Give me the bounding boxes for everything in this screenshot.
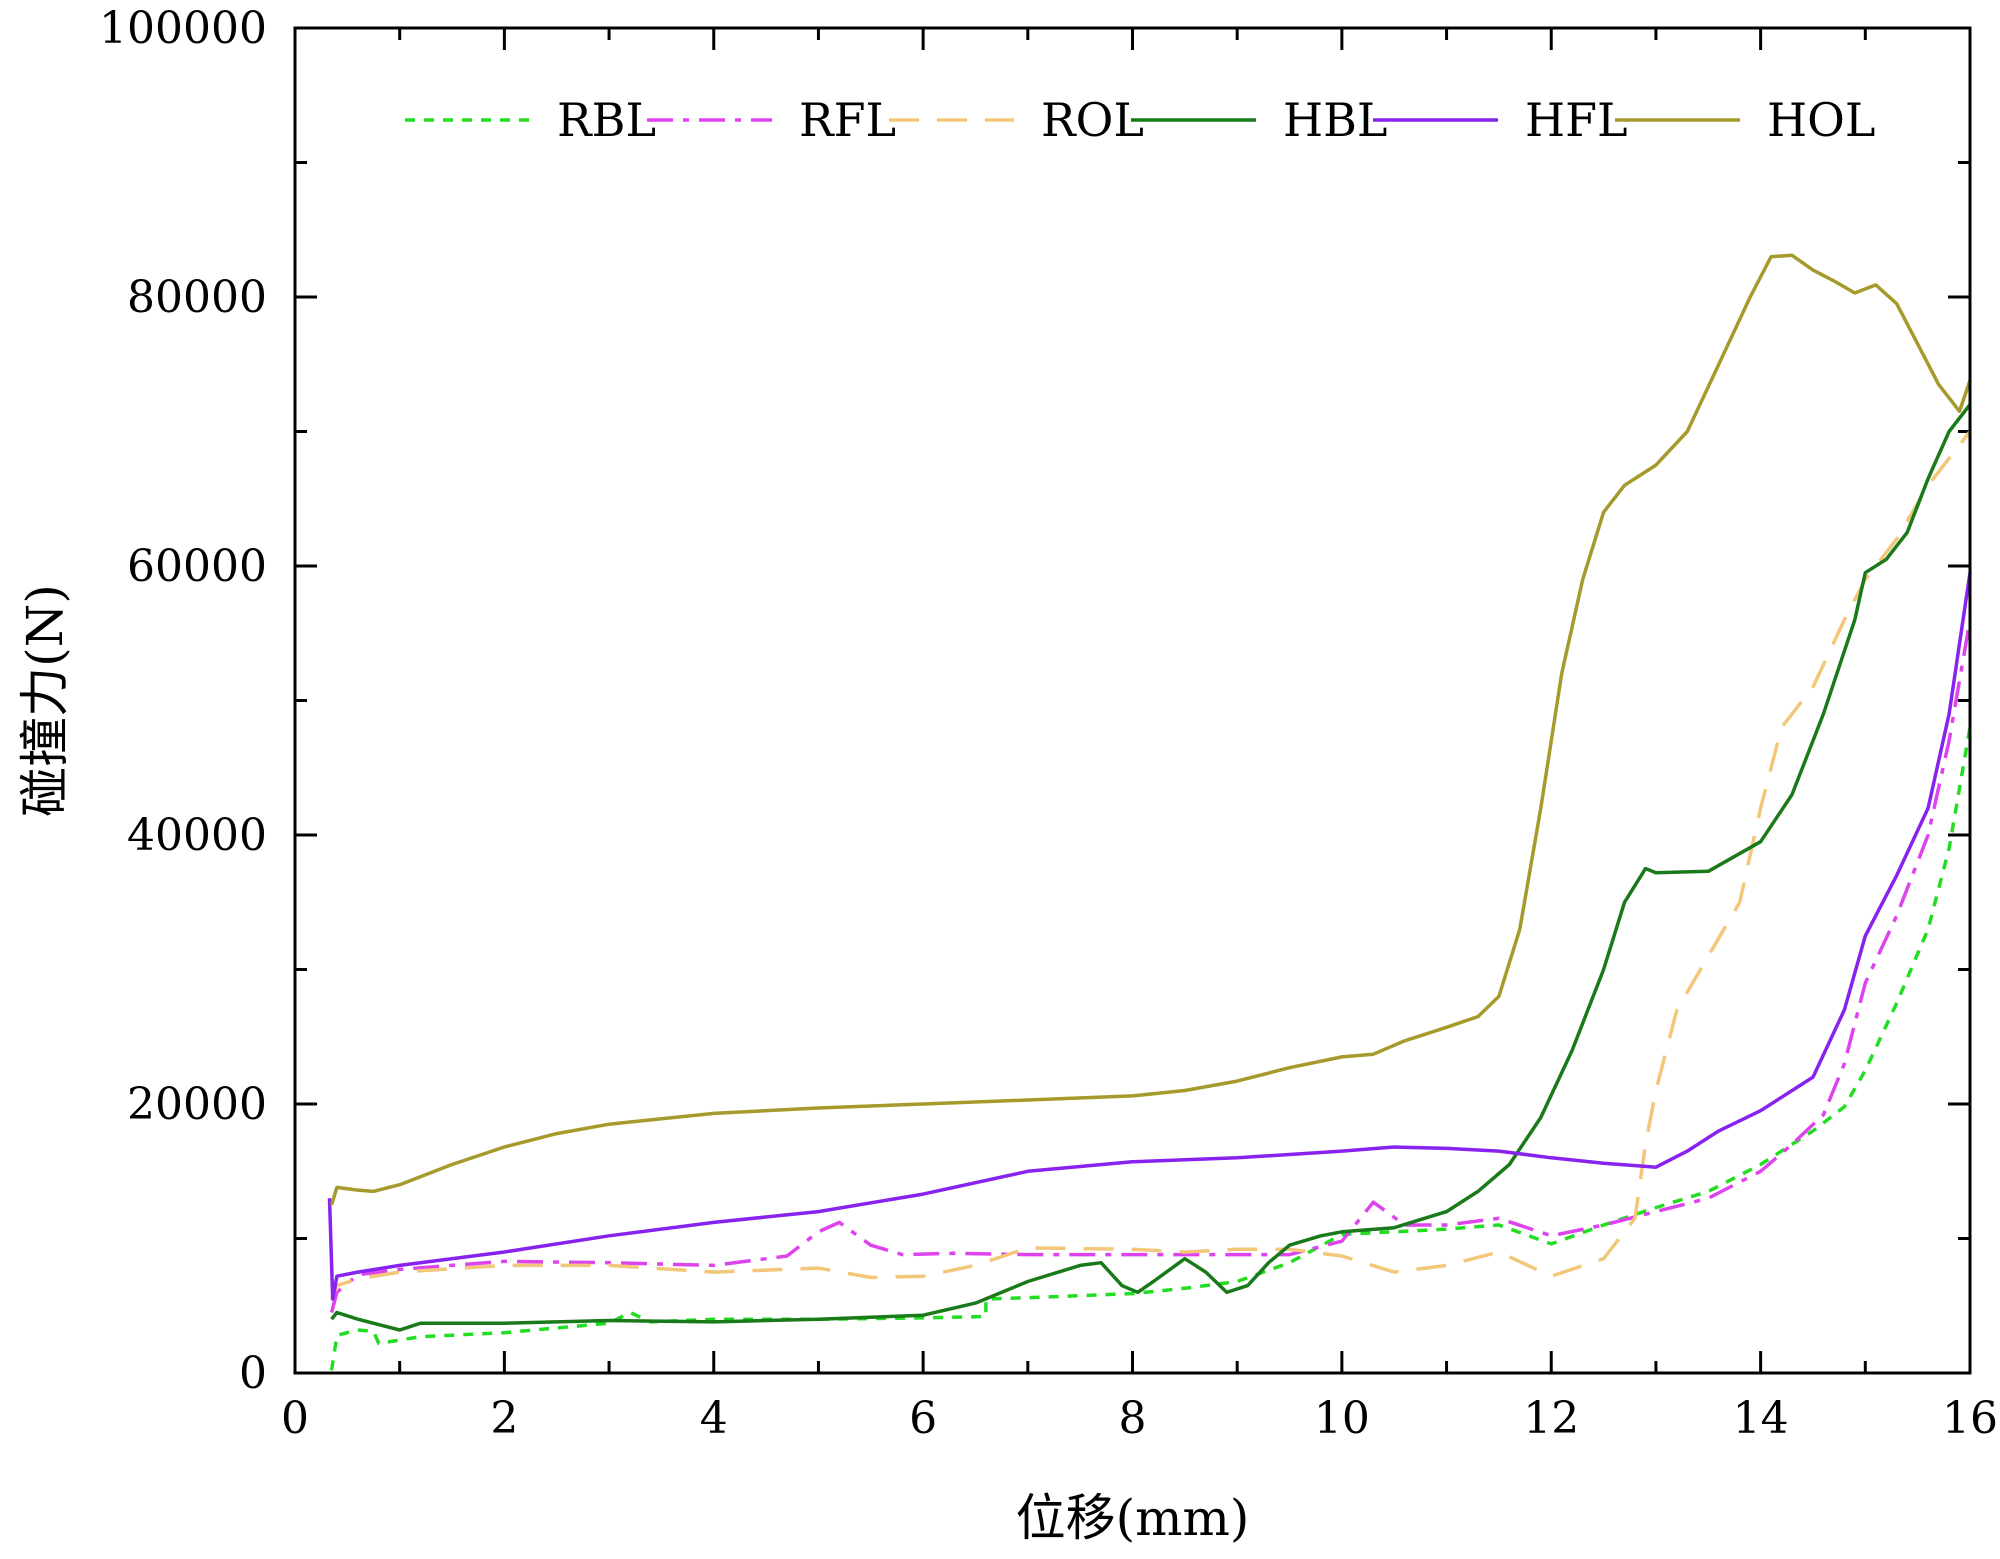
legend-label-hol: HOL [1767,93,1875,147]
y-axis-title: 碰撞力(N) [16,584,74,817]
x-axis-title: 位移(mm) [1016,1489,1250,1547]
series-line-hol [329,253,1972,1206]
y-tick-label: 80000 [127,272,267,323]
x-tick-label: 12 [1523,1393,1579,1444]
x-tick-labels: 0 2 4 6 8 10 12 14 16 [281,1393,1998,1444]
y-tick-label: 0 [239,1348,267,1399]
series-line-rbl [329,727,1972,1371]
x-tick-label: 0 [281,1393,309,1444]
x-tick-label: 6 [909,1393,937,1444]
series-line-hbl [330,403,1972,1332]
y-tick-label: 40000 [127,810,267,861]
x-tick-label: 14 [1733,1393,1789,1444]
legend-label-rbl: RBL [557,93,656,147]
y-tick-labels: 0 20000 40000 60000 80000 100000 [99,3,267,1399]
y-tick-label: 100000 [99,3,267,54]
axis-ticks [293,26,1972,1375]
legend-label-rfl: RFL [799,93,896,147]
legend-label-rol: ROL [1041,93,1144,147]
x-tick-label: 4 [700,1393,728,1444]
y-tick-label: 20000 [127,1079,267,1130]
x-tick-label: 2 [490,1393,518,1444]
series-line-rfl [329,619,1972,1313]
x-tick-label: 10 [1314,1393,1370,1444]
series-layer [327,253,1972,1371]
y-tick-label: 60000 [127,541,267,592]
series-line-rol [329,430,1972,1300]
series-line-hfl [327,572,1972,1301]
x-tick-label: 8 [1119,1393,1147,1444]
x-tick-label: 16 [1942,1393,1998,1444]
plot-frame [293,26,1972,1375]
legend-label-hbl: HBL [1283,93,1387,147]
legend: RBL RFL ROL HBL HFL HOL [405,93,1875,147]
legend-label-hfl: HFL [1525,93,1628,147]
